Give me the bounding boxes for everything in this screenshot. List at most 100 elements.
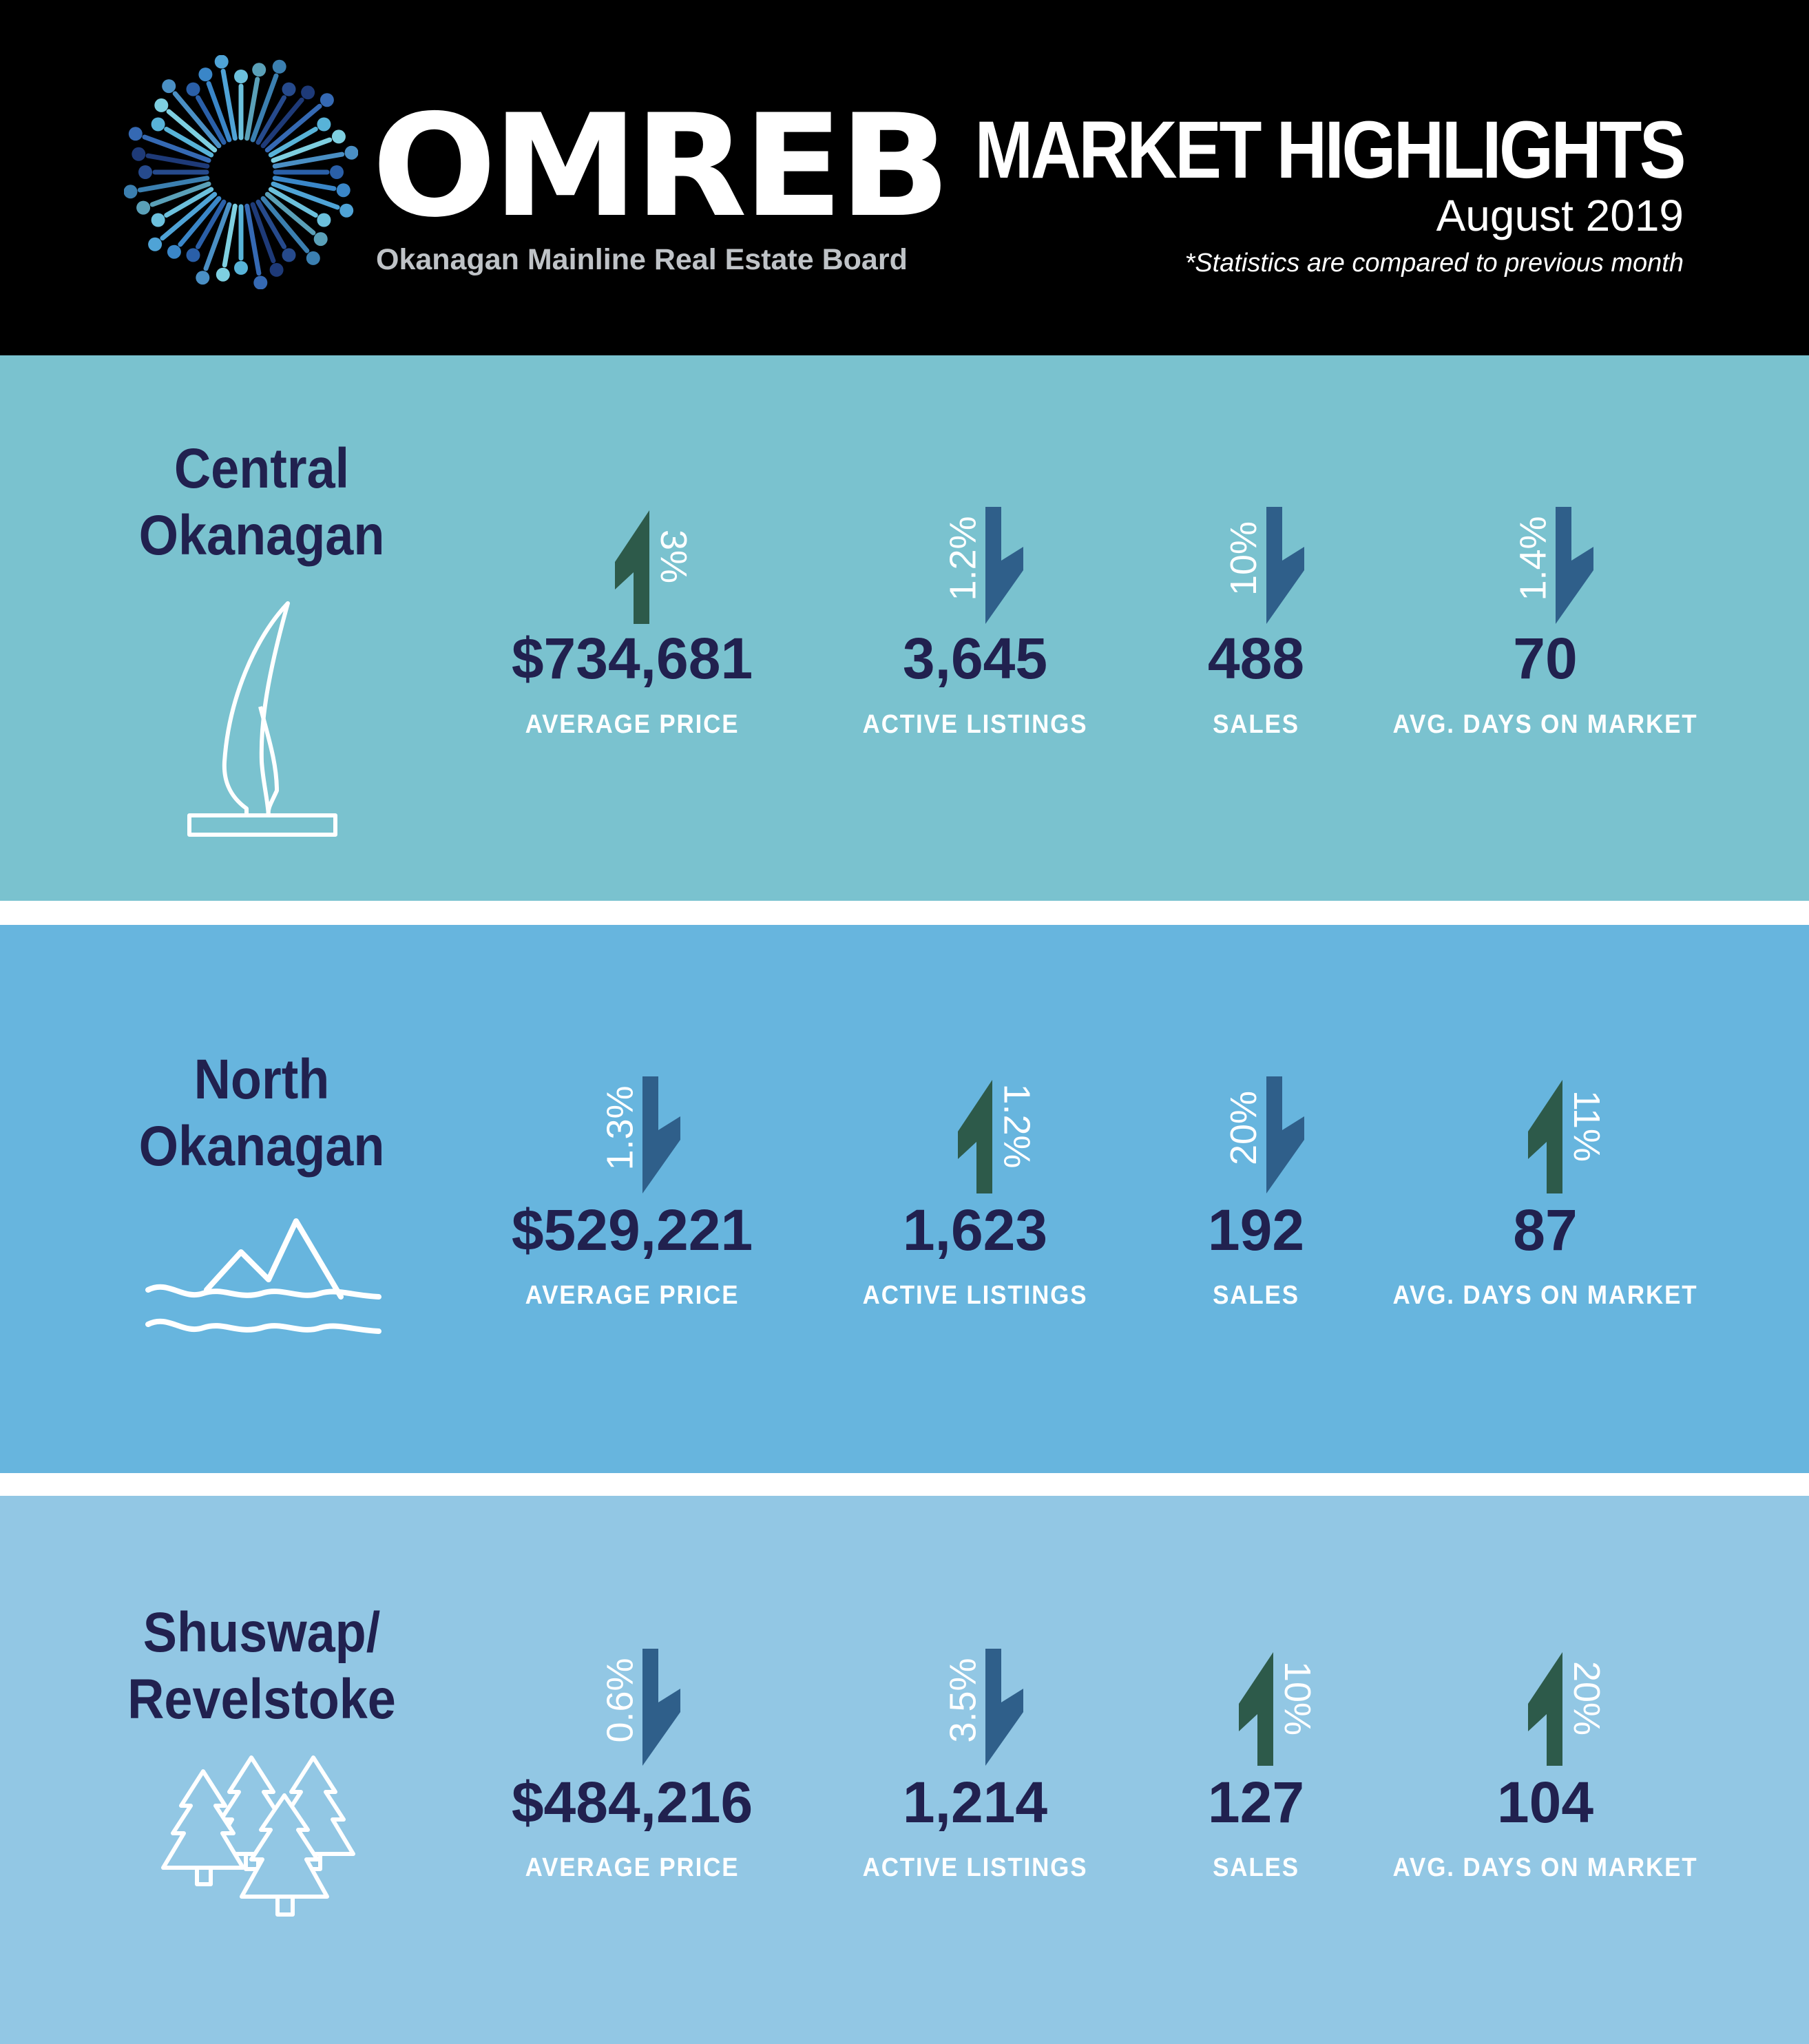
stat-value: 127 [1207, 1770, 1305, 1835]
change-indicator: 11% [1490, 1076, 1628, 1193]
stat-label: AVERAGE PRICE [525, 710, 740, 739]
stat-label: AVERAGE PRICE [525, 1853, 740, 1882]
logo-ray [268, 187, 318, 218]
logo-ray [255, 95, 286, 145]
logo-ray [137, 176, 210, 193]
logo-ray [272, 152, 345, 169]
logo-ray [222, 203, 238, 268]
arrow-up-icon [1528, 1080, 1562, 1193]
stat-value: 87 [1513, 1198, 1578, 1262]
stat-value: 1,214 [902, 1770, 1048, 1835]
arrow-up-icon [958, 1080, 992, 1193]
logo-ray [255, 199, 286, 249]
logo-ray [172, 91, 222, 149]
stat-label: AVG. DAYS ON MARKET [1392, 710, 1698, 739]
logo-ray [164, 127, 214, 158]
change-indicator: 0.6% [577, 1649, 715, 1766]
logo-dot [124, 185, 138, 199]
page-title: MARKET HIGHLIGHTS [974, 105, 1686, 196]
logo-dot [331, 129, 346, 144]
comparison-note: *Statistics are compared to previous mon… [1184, 249, 1684, 278]
change-percent: 1.2% [996, 1083, 1038, 1169]
change-percent: 10% [1223, 521, 1265, 596]
arrow-down-icon [1266, 507, 1304, 624]
change-indicator: 20% [1490, 1649, 1628, 1766]
change-percent: 20% [1223, 1090, 1265, 1166]
logo-dot [138, 165, 152, 179]
logo-ray [260, 196, 310, 253]
change-indicator: 1.3% [577, 1076, 715, 1193]
arrow-up-icon [1239, 1652, 1273, 1766]
logo-ray [250, 73, 279, 143]
stat-value: 192 [1207, 1198, 1305, 1262]
logo-dot [198, 67, 213, 82]
stat-label: AVG. DAYS ON MARKET [1392, 1853, 1698, 1882]
mountains-water-icon [145, 1218, 381, 1334]
logo-ray [244, 203, 262, 276]
change-percent: 11% [1566, 1089, 1608, 1162]
logo-dot [186, 82, 200, 96]
stat-value: 1,623 [902, 1198, 1048, 1262]
logo-dot [282, 248, 296, 262]
logo-dot [317, 213, 331, 227]
stat-label: ACTIVE LISTINGS [862, 1853, 1088, 1882]
logo-ray [264, 191, 316, 236]
logo-ray [206, 81, 232, 143]
region-title: Shuswap/ Revelstoke [127, 1601, 396, 1731]
stat-label: AVERAGE PRICE [525, 1281, 740, 1310]
logo-ray [196, 199, 227, 249]
stat-value: 3,645 [902, 626, 1048, 691]
change-percent: 10% [1277, 1660, 1319, 1736]
logo-ray [244, 76, 260, 141]
logo-dot [313, 232, 328, 247]
arrow-down-icon [642, 1649, 680, 1766]
logo-ray [264, 103, 322, 153]
change-percent: 1.3% [599, 1085, 641, 1171]
logo-dot [301, 85, 315, 100]
change-indicator: 20% [1201, 1076, 1339, 1193]
omreb-logo-icon [124, 55, 358, 289]
change-percent: 0.6% [599, 1658, 641, 1743]
logo-ray [250, 202, 276, 264]
logo-dot [151, 213, 165, 227]
logo-dot [148, 237, 163, 251]
sail-sculpture-icon [187, 601, 337, 837]
logo-ray [178, 196, 222, 247]
region-north-okanagan: North Okanagan 1.3% $529,221 AVERAGE PRI… [0, 925, 1809, 1473]
logo-dot [272, 59, 286, 74]
logo-dot [154, 98, 169, 112]
logo-dot [128, 127, 143, 141]
change-indicator: 1.2% [920, 1076, 1058, 1193]
logo-dot [330, 165, 344, 179]
arrow-down-icon [1266, 1076, 1304, 1193]
logo-ray [166, 109, 218, 153]
logo-dot [344, 145, 358, 160]
logo-ray [203, 202, 232, 271]
change-indicator: 3% [577, 507, 715, 624]
stat-value: 488 [1207, 626, 1305, 691]
stat-value: 70 [1513, 626, 1578, 691]
logo-dot [167, 244, 181, 259]
logo-dot [282, 82, 296, 96]
logo-ray [164, 187, 214, 218]
stat-label: ACTIVE LISTINGS [862, 1281, 1088, 1310]
stat-value: 104 [1496, 1770, 1594, 1835]
change-indicator: 3.5% [920, 1649, 1058, 1766]
stat-value: $484,216 [511, 1770, 753, 1835]
logo-dot [186, 248, 200, 262]
arrow-up-icon [1528, 1652, 1562, 1766]
logo-ray [149, 181, 211, 207]
change-indicator: 10% [1201, 1649, 1339, 1766]
header: OMREB Okanagan Mainline Real Estate Boar… [0, 0, 1809, 355]
brand-name: OMREB [372, 85, 951, 249]
logo-ray [260, 97, 304, 149]
arrow-down-icon [985, 1649, 1023, 1766]
change-percent: 3% [653, 529, 695, 584]
logo-dot [214, 55, 229, 69]
stat-label: ACTIVE LISTINGS [862, 710, 1088, 739]
report-date: August 2019 [1436, 191, 1684, 240]
logo-dot [252, 63, 266, 77]
region-title: Central Okanagan [138, 437, 385, 567]
logo-dot [136, 200, 151, 215]
change-indicator: 10% [1201, 507, 1339, 624]
